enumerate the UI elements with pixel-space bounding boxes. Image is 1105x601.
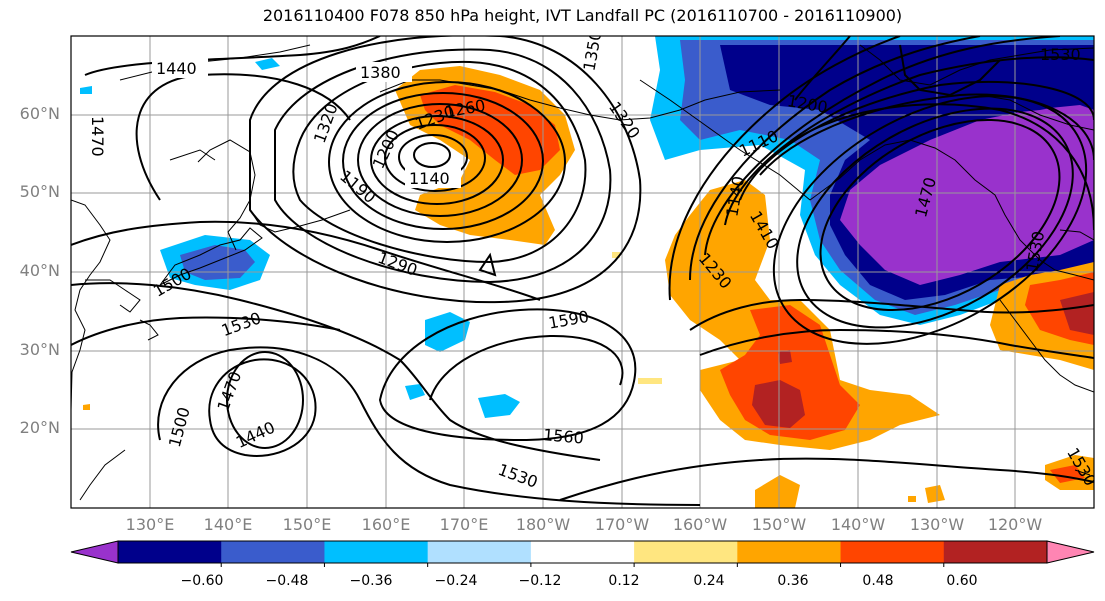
map-area: 1440 1380 1350 1320 1200 1230 1260 1140 … [71, 36, 1094, 508]
lat-label: 50°N [19, 182, 60, 201]
lon-label: 130°W [909, 515, 965, 534]
lat-label: 40°N [19, 261, 60, 280]
lon-label: 120°W [987, 515, 1043, 534]
colorbar-tick-label: 0.12 [608, 573, 640, 589]
coastlines [71, 44, 1094, 501]
colorbar-segment [427, 541, 532, 563]
colorbar [70, 540, 1095, 567]
colorbar-tick-label: −0.48 [265, 573, 309, 589]
colorbar-tick-label: −0.12 [518, 573, 562, 589]
colorbar-tick-label: 0.36 [777, 573, 809, 589]
colorbar-tick-label: −0.24 [434, 573, 478, 589]
lon-label: 170°W [594, 515, 650, 534]
colorbar-segment [324, 541, 429, 563]
lat-label: 60°N [19, 104, 60, 123]
colorbar-tick-label: 0.60 [946, 573, 978, 589]
contour-label: 1140 [409, 169, 450, 188]
contour-label: 1530 [1040, 45, 1081, 64]
contour-label: 1380 [360, 63, 401, 82]
lon-label: 140°W [830, 515, 886, 534]
contour-label: 1560 [542, 425, 584, 447]
lon-label: 140°E [203, 515, 253, 534]
colorbar-tick-label: 0.24 [693, 573, 725, 589]
map-frame [70, 35, 1095, 509]
lat-label: 20°N [19, 418, 60, 437]
lon-label: 170°E [439, 515, 489, 534]
colorbar-extend-low [70, 540, 119, 564]
colorbar-segment [634, 541, 738, 563]
colorbar-segment [840, 541, 945, 563]
colorbar-segment [943, 541, 1048, 563]
lon-label: 160°E [361, 515, 411, 534]
lon-label: 150°W [751, 515, 807, 534]
lon-label: 130°E [125, 515, 175, 534]
colorbar-tick-label: 0.48 [862, 573, 894, 589]
colorbar-segment [221, 541, 325, 563]
colorbar-tick-label: −0.60 [180, 573, 224, 589]
lat-label: 30°N [19, 340, 60, 359]
colorbar-segment [118, 541, 222, 563]
lon-label: 160°W [672, 515, 728, 534]
colorbar-segment [737, 541, 842, 563]
contour-label: 1440 [156, 59, 197, 78]
height-contours [71, 36, 1094, 506]
contour-label: 1470 [88, 116, 107, 157]
colorbar-tick-label: −0.36 [349, 573, 393, 589]
colorbar-extend-high [1046, 540, 1095, 564]
lon-label: 180°W [515, 515, 571, 534]
map-title: 2016110400 F078 850 hPa height, IVT Land… [262, 6, 903, 25]
colorbar-segment [530, 541, 635, 563]
lon-label: 150°E [282, 515, 332, 534]
